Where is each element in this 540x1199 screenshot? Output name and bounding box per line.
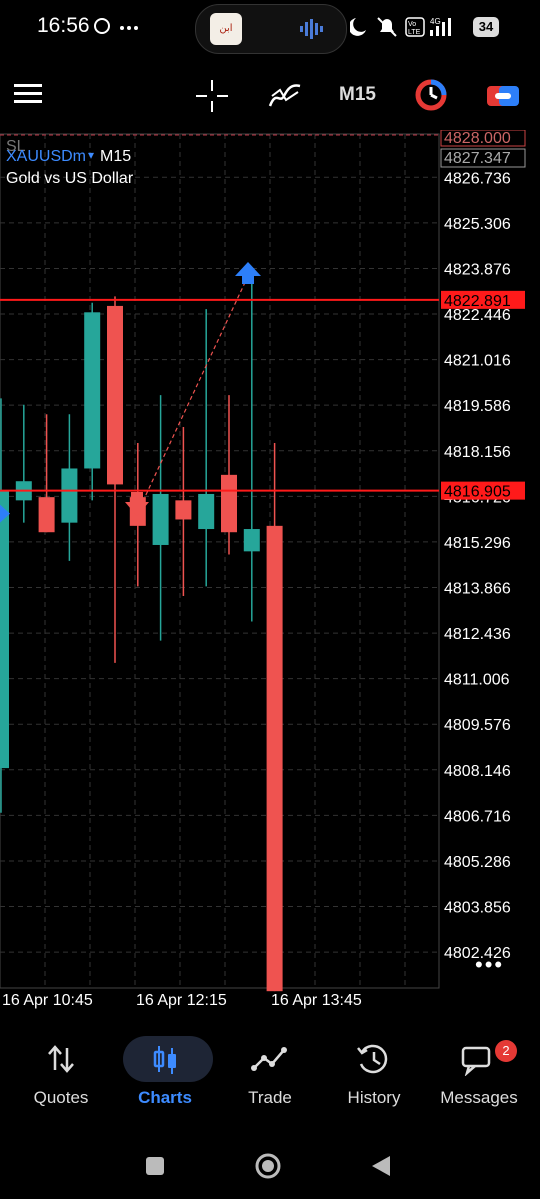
- clock: 16:56: [37, 14, 90, 37]
- messages-badge: 2: [495, 1040, 517, 1062]
- plot-area: [0, 133, 440, 989]
- candle-body: [175, 500, 192, 520]
- price-axis-label: 4822.446: [444, 307, 511, 324]
- price-axis-label: 4803.856: [444, 900, 511, 917]
- system-navigation: [0, 1140, 540, 1190]
- trade-connector-line: [136, 275, 249, 515]
- price-axis-label: 4813.866: [444, 580, 511, 597]
- nav-quotes-label: Quotes: [33, 1088, 89, 1107]
- trade-icon: [251, 1047, 287, 1071]
- sell-arrow-icon: [125, 502, 149, 516]
- time-axis-label: 16 Apr 12:15: [136, 992, 227, 1009]
- candle-body: [198, 493, 215, 530]
- price-axis-label: 4812.436: [444, 626, 511, 643]
- trade-panel-icon[interactable]: [487, 82, 521, 110]
- nav-trade-label: Trade: [248, 1088, 292, 1107]
- price-axis-label: 4823.876: [444, 261, 511, 278]
- time-axis-label: 16 Apr 13:45: [271, 992, 362, 1009]
- quotes-icon: [48, 1045, 74, 1073]
- menu-icon[interactable]: [14, 82, 44, 106]
- nav-trade[interactable]: Trade: [216, 1030, 324, 1120]
- svg-text:4G: 4G: [430, 17, 441, 26]
- top-price-label: 4828.000: [444, 130, 511, 147]
- symbol-name[interactable]: XAUUSDm: [6, 148, 87, 165]
- symbol-description: Gold vs US Dollar: [6, 170, 134, 187]
- price-axis-label: 4821.016: [444, 353, 511, 370]
- sell-arrow-stem: [131, 492, 143, 502]
- buy-position-marker-icon: [0, 504, 10, 523]
- candle-body: [0, 490, 9, 769]
- nav-charts[interactable]: Charts: [111, 1030, 219, 1120]
- candle-body: [152, 493, 169, 545]
- candle-body: [38, 497, 55, 533]
- candle-body: [243, 529, 260, 552]
- price-axis-label: 4825.306: [444, 216, 511, 233]
- charts-icon: [153, 1046, 176, 1074]
- price-axis-label: 4818.156: [444, 444, 511, 461]
- price-axis-label: 4826.736: [444, 170, 511, 187]
- timeframe-selector[interactable]: M15: [339, 84, 376, 105]
- back-button[interactable]: [370, 1154, 392, 1178]
- messages-icon: [461, 1046, 491, 1076]
- nav-messages[interactable]: 2 Messages: [425, 1030, 533, 1120]
- candle-body: [221, 474, 237, 533]
- candle-body: [107, 305, 123, 485]
- home-button[interactable]: [254, 1152, 282, 1180]
- bid-price-label: 4816.905: [444, 484, 511, 501]
- one-click-trading-icon[interactable]: [414, 78, 448, 112]
- indicators-icon[interactable]: [268, 80, 302, 112]
- sl-label: SL: [6, 138, 26, 155]
- price-axis-label: 4809.576: [444, 717, 511, 734]
- nav-history[interactable]: History: [320, 1030, 428, 1120]
- status-system-icons: Vo LTE 4G: [350, 17, 451, 37]
- tp-price-label: 4822.891: [444, 293, 511, 310]
- candle-body: [61, 468, 78, 523]
- bid-price-box: [441, 481, 525, 500]
- price-axis-label: 4811.006: [444, 672, 510, 689]
- battery-indicator: 34: [473, 17, 499, 37]
- price-axis-label: 4819.586: [444, 398, 511, 415]
- time-axis-label: 16 Apr 10:45: [2, 992, 93, 1009]
- chart-toolbar: [0, 60, 540, 130]
- crosshair-icon[interactable]: [196, 80, 228, 112]
- recent-apps-button[interactable]: [145, 1156, 165, 1176]
- status-bar: 16:56 ابن Vo LTE 4G 34: [0, 0, 540, 56]
- dynamic-island[interactable]: ابن: [195, 4, 347, 54]
- nav-messages-label: Messages: [440, 1088, 518, 1107]
- price-axis-label: 4802.426: [444, 945, 511, 962]
- nav-charts-label: Charts: [138, 1088, 192, 1107]
- nav-history-label: History: [347, 1088, 401, 1107]
- more-options-icon[interactable]: •••: [475, 952, 505, 977]
- price-chart[interactable]: 4826.736 4825.306 4823.876 4822.446 4821.016…: [0, 130, 540, 1010]
- symbol-timeframe: M15: [100, 148, 132, 165]
- buy-arrow-icon: [235, 262, 261, 276]
- svg-text:LTE: LTE: [408, 29, 421, 36]
- ask-price-label: 4827.347: [444, 150, 511, 167]
- island-thumbnail: ابن: [210, 13, 242, 45]
- price-axis-label: 4815.296: [444, 535, 511, 552]
- audio-wave-icon: [300, 19, 323, 39]
- status-notification-icons: [94, 18, 138, 34]
- nav-quotes[interactable]: Quotes: [7, 1030, 115, 1120]
- ask-price-box: [440, 148, 526, 168]
- top-price-box: [440, 130, 526, 147]
- price-axis-label: 4805.286: [444, 854, 511, 871]
- price-axis-label: 4806.716: [444, 808, 511, 825]
- candle-body: [266, 525, 283, 992]
- price-axis-label: 4808.146: [444, 763, 511, 780]
- tp-price-box: [441, 290, 525, 309]
- symbol-dropdown-icon[interactable]: ▾: [88, 148, 95, 162]
- svg-text:Vo: Vo: [408, 21, 416, 28]
- buy-arrow-stem: [242, 276, 254, 284]
- candle-body: [84, 312, 101, 469]
- bottom-navigation: Quotes Charts Trade History 2: [0, 1030, 540, 1120]
- history-icon: [357, 1044, 388, 1074]
